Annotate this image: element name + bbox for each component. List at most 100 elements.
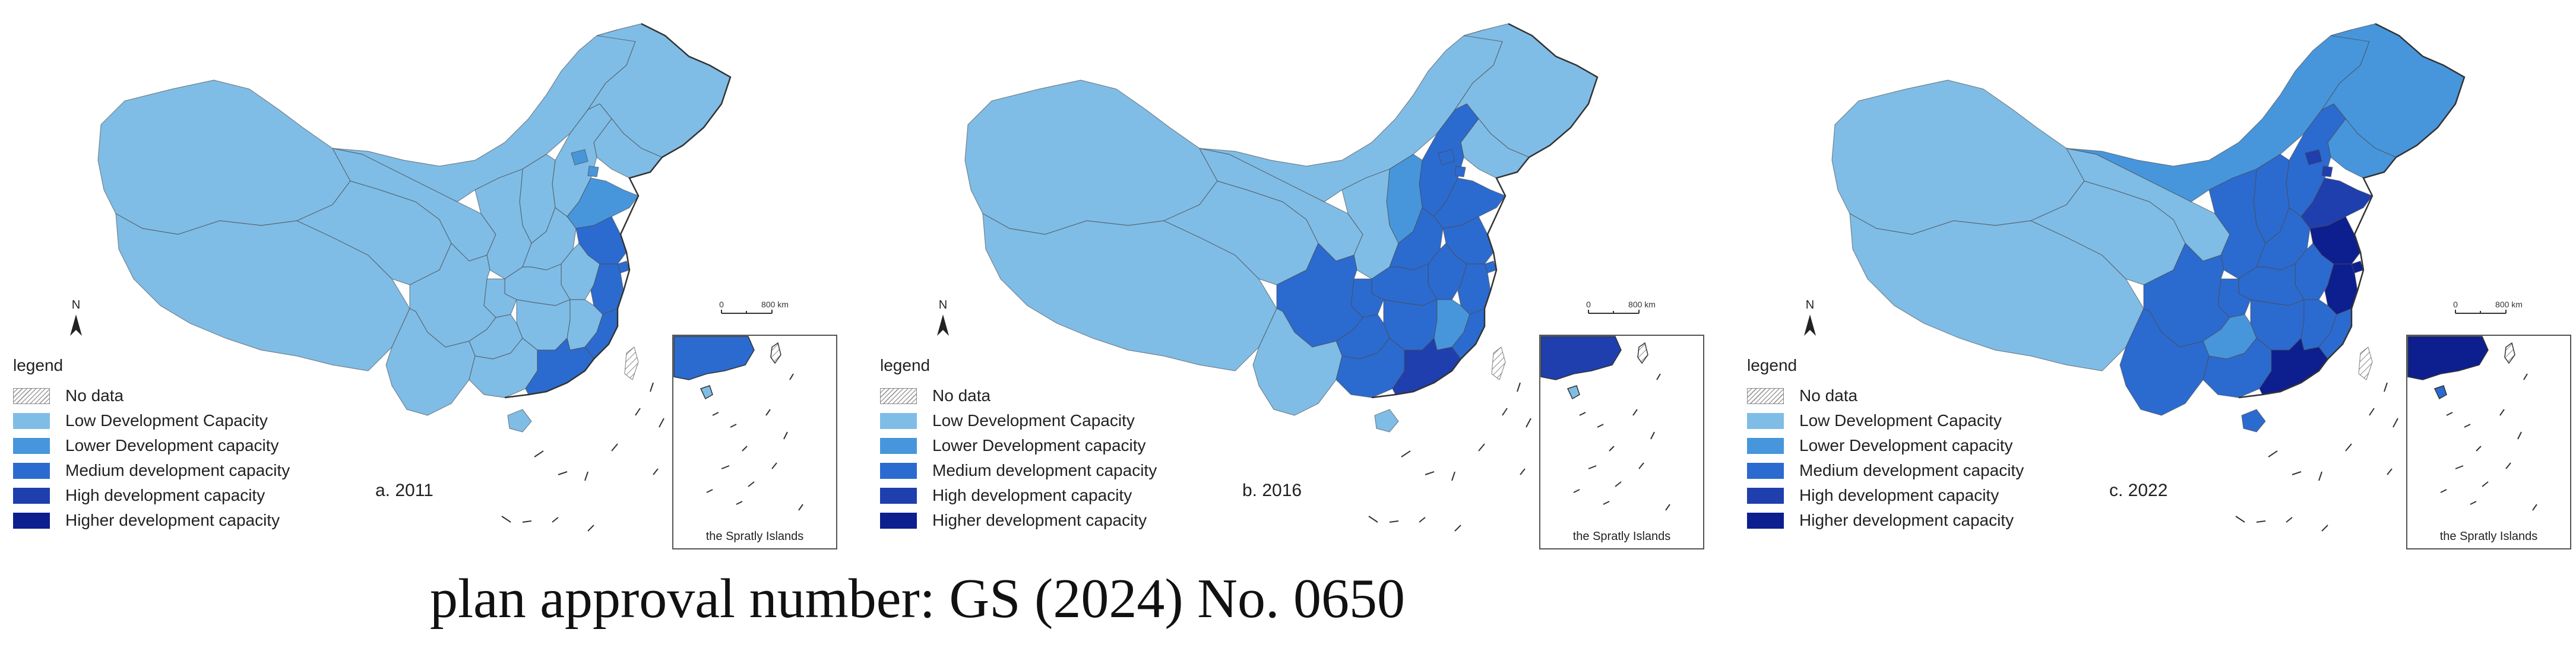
- legend-label: Low Development Capacity: [932, 411, 1135, 430]
- choropleth-map: N the Spratly Islands 0 800 km: [1804, 23, 2571, 549]
- legend-item: No data: [13, 383, 346, 408]
- legend-swatch: [13, 512, 50, 529]
- island-mark: [1517, 382, 1521, 392]
- region-tw: [624, 346, 639, 380]
- legend-swatch: [1747, 462, 1784, 479]
- legend-label: Higher development capacity: [932, 511, 1147, 529]
- legend-item: High development capacity: [880, 483, 1213, 508]
- legend-item: High development capacity: [13, 483, 346, 508]
- inset-island-mark: [742, 446, 748, 452]
- legend-item: No data: [880, 383, 1213, 408]
- scale-zero-label: 0: [719, 300, 724, 309]
- legend-swatch: [1747, 412, 1784, 429]
- north-label: N: [1806, 298, 1814, 312]
- legend-label: No data: [65, 386, 124, 405]
- inset-taiwan: [1637, 342, 1648, 364]
- legend-title: legend: [13, 356, 64, 374]
- inset-island-mark: [1588, 465, 1597, 469]
- island-mark: [1526, 418, 1531, 428]
- legend-swatch: [1747, 387, 1784, 404]
- legend-swatch: [13, 487, 50, 504]
- inset-island-mark: [783, 431, 788, 440]
- legend-label: High development capacity: [1799, 486, 1999, 504]
- island-mark: [2292, 471, 2302, 475]
- inset-island-mark: [706, 489, 713, 493]
- island-mark: [1478, 443, 1485, 452]
- legend-item: Medium development capacity: [13, 458, 346, 483]
- island-mark: [2256, 520, 2266, 523]
- island-mark: [501, 516, 511, 523]
- inset-mainland: [1540, 336, 1622, 380]
- inset-island-mark: [2532, 504, 2537, 511]
- inset-mainland: [2407, 336, 2489, 380]
- inset-island-mark: [765, 409, 771, 416]
- inset-island-mark: [1579, 412, 1586, 416]
- legend-item: Low Development Capacity: [13, 408, 346, 433]
- map-panel-1: N the Spratly Islands 0 800 km legend No…: [0, 0, 859, 555]
- island-mark: [650, 382, 654, 392]
- inset-island-mark: [730, 424, 737, 428]
- island-mark: [1520, 468, 1526, 475]
- inset-island-mark: [1597, 424, 1604, 428]
- legend-label: High development capacity: [65, 486, 265, 504]
- island-mark: [534, 450, 544, 457]
- island-mark: [1502, 408, 1508, 416]
- legend-swatch: [1747, 437, 1784, 454]
- inset-label: the Spratly Islands: [706, 530, 804, 543]
- inset-map: the Spratly Islands: [1539, 335, 1704, 549]
- legend-item: Higher development capacity: [880, 508, 1213, 533]
- legend-item: No data: [1747, 383, 2080, 408]
- legend-label: Higher development capacity: [65, 511, 280, 529]
- island-mark: [635, 408, 641, 416]
- region-xj: [97, 80, 351, 235]
- inset-island-mark: [2517, 431, 2522, 440]
- region-bj: [1438, 149, 1455, 166]
- legend-swatch: [880, 437, 917, 454]
- legend-label: No data: [1799, 386, 1858, 405]
- legend-label: Lower Development capacity: [65, 436, 279, 455]
- legend-item: Lower Development capacity: [880, 433, 1213, 458]
- north-label: N: [72, 298, 80, 312]
- inset-island-mark: [789, 373, 794, 380]
- inset-island-mark: [1665, 504, 1670, 511]
- coastline: [504, 23, 732, 399]
- region-xj: [1831, 80, 2085, 235]
- region-bj: [2305, 149, 2322, 166]
- legend-item: Low Development Capacity: [880, 408, 1213, 433]
- choropleth-map: N the Spratly Islands 0 800 km: [70, 23, 837, 549]
- inset-island-mark: [1573, 489, 1580, 493]
- legend-swatch: [880, 512, 917, 529]
- inset-island-mark: [1609, 446, 1615, 452]
- map-legend: legend No data Low Development Capacity Lo…: [13, 356, 346, 533]
- legend-swatch: [1747, 487, 1784, 504]
- plan-approval-number: plan approval number: GS (2024) No. 0650: [429, 568, 1406, 630]
- legend-swatch: [13, 412, 50, 429]
- scale-bar: 0 800 km: [719, 300, 789, 314]
- island-mark: [1419, 517, 1426, 523]
- inset-island-mark: [771, 462, 777, 469]
- region-tj: [2321, 166, 2333, 177]
- panel-caption: a. 2011: [375, 481, 433, 500]
- island-mark: [2393, 418, 2398, 428]
- region-bj: [571, 149, 588, 166]
- island-mark: [2318, 471, 2322, 481]
- inset-island-mark: [1603, 501, 1610, 505]
- legend-item: Lower Development capacity: [1747, 433, 2080, 458]
- region-tj: [587, 166, 599, 177]
- region-tw: [2358, 346, 2373, 380]
- legend-swatch: [880, 412, 917, 429]
- region-hainan: [507, 409, 532, 433]
- island-mark: [1368, 516, 1378, 523]
- legend-label: Medium development capacity: [1799, 461, 2024, 479]
- legend-item: Higher development capacity: [1747, 508, 2080, 533]
- south-china-sea-islands: [2235, 372, 2422, 532]
- inset-island-mark: [721, 465, 730, 469]
- legend-swatch: [880, 462, 917, 479]
- legend-label: High development capacity: [932, 486, 1132, 504]
- map-legend: legend No data Low Development Capacity Lo…: [880, 356, 1213, 533]
- inset-island-mark: [1615, 481, 1622, 487]
- inset-hainan: [700, 385, 713, 400]
- island-mark: [2235, 516, 2245, 523]
- inset-island-mark: [712, 412, 719, 416]
- island-mark: [558, 471, 568, 475]
